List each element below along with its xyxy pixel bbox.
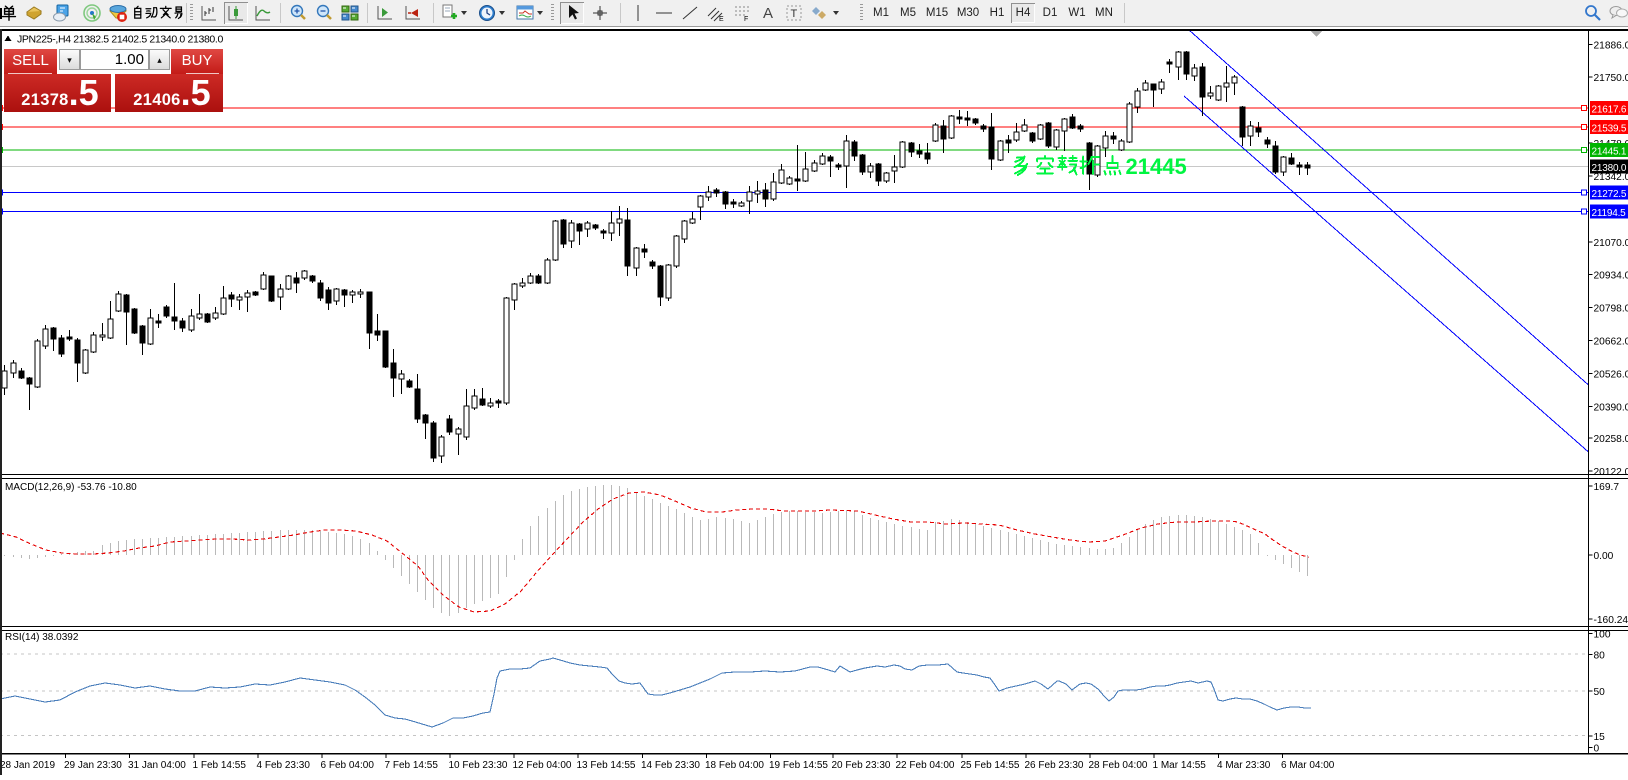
svg-text:1 Mar 14:55: 1 Mar 14:55: [1153, 760, 1207, 771]
svg-text:21886.0: 21886.0: [1594, 40, 1628, 51]
svg-text:20390.0: 20390.0: [1594, 402, 1628, 413]
svg-text:21070.0: 21070.0: [1594, 238, 1628, 249]
svg-text:28 Jan 2019: 28 Jan 2019: [0, 760, 55, 771]
svg-text:31 Jan 04:00: 31 Jan 04:00: [128, 760, 186, 771]
svg-text:25 Feb 14:55: 25 Feb 14:55: [961, 760, 1020, 771]
svg-text:22 Feb 04:00: 22 Feb 04:00: [896, 760, 955, 771]
svg-text:21272.5: 21272.5: [1592, 189, 1627, 200]
svg-text:21378.5: 21378.5: [21, 74, 98, 112]
svg-text:21445.1: 21445.1: [1592, 147, 1627, 158]
svg-text:50: 50: [1594, 687, 1606, 698]
svg-text:RSI(14) 38.0392: RSI(14) 38.0392: [5, 632, 79, 643]
svg-text:21750.0: 21750.0: [1594, 73, 1628, 84]
svg-text:21445: 21445: [1126, 154, 1187, 179]
svg-text:4 Feb 23:30: 4 Feb 23:30: [257, 760, 311, 771]
svg-text:15: 15: [1594, 732, 1606, 743]
svg-text:E: E: [719, 16, 724, 23]
svg-text:10 Feb 23:30: 10 Feb 23:30: [449, 760, 508, 771]
svg-text:6 Feb 04:00: 6 Feb 04:00: [321, 760, 375, 771]
svg-text:20934.0: 20934.0: [1594, 271, 1628, 282]
svg-text:29 Jan 23:30: 29 Jan 23:30: [64, 760, 122, 771]
svg-text:21194.5: 21194.5: [1592, 208, 1627, 219]
svg-text:20662.0: 20662.0: [1594, 337, 1628, 348]
svg-text:T: T: [791, 8, 798, 20]
svg-text:18 Feb 04:00: 18 Feb 04:00: [705, 760, 764, 771]
svg-text:MACD(12,26,9) -53.76 -10.80: MACD(12,26,9) -53.76 -10.80: [5, 482, 137, 493]
svg-text:4 Mar 23:30: 4 Mar 23:30: [1217, 760, 1271, 771]
svg-text:20798.0: 20798.0: [1594, 304, 1628, 315]
svg-text:0.00: 0.00: [1594, 551, 1614, 562]
svg-text:169.7: 169.7: [1594, 482, 1620, 493]
svg-text:14 Feb 23:30: 14 Feb 23:30: [641, 760, 700, 771]
svg-text:21539.5: 21539.5: [1592, 123, 1627, 134]
svg-text:21380.0: 21380.0: [1592, 163, 1627, 174]
svg-text:1 Feb 14:55: 1 Feb 14:55: [193, 760, 247, 771]
svg-text:20122.0: 20122.0: [1594, 467, 1628, 478]
svg-text:26 Feb 23:30: 26 Feb 23:30: [1025, 760, 1084, 771]
svg-text:13 Feb 14:55: 13 Feb 14:55: [577, 760, 636, 771]
svg-text:20526.0: 20526.0: [1594, 369, 1628, 380]
svg-text:100: 100: [1594, 630, 1611, 641]
svg-text:21406.5: 21406.5: [133, 74, 210, 112]
svg-text:80: 80: [1594, 651, 1606, 662]
svg-text:-160.24: -160.24: [1594, 615, 1628, 626]
svg-text:7 Feb 14:55: 7 Feb 14:55: [385, 760, 439, 771]
svg-text:28 Feb 04:00: 28 Feb 04:00: [1089, 760, 1148, 771]
svg-text:20 Feb 23:30: 20 Feb 23:30: [832, 760, 891, 771]
svg-text:JPN225-,H4 21382.5 21402.5 21: JPN225-,H4 21382.5 21402.5 21340.0 21380…: [17, 34, 223, 46]
svg-text:19 Feb 14:55: 19 Feb 14:55: [769, 760, 828, 771]
svg-text:20258.0: 20258.0: [1594, 434, 1628, 445]
svg-text:F: F: [744, 16, 748, 23]
svg-text:0: 0: [1594, 743, 1600, 754]
svg-text:21617.6: 21617.6: [1592, 104, 1627, 115]
svg-text:6 Mar 04:00: 6 Mar 04:00: [1281, 760, 1335, 771]
svg-text:12 Feb 04:00: 12 Feb 04:00: [513, 760, 572, 771]
